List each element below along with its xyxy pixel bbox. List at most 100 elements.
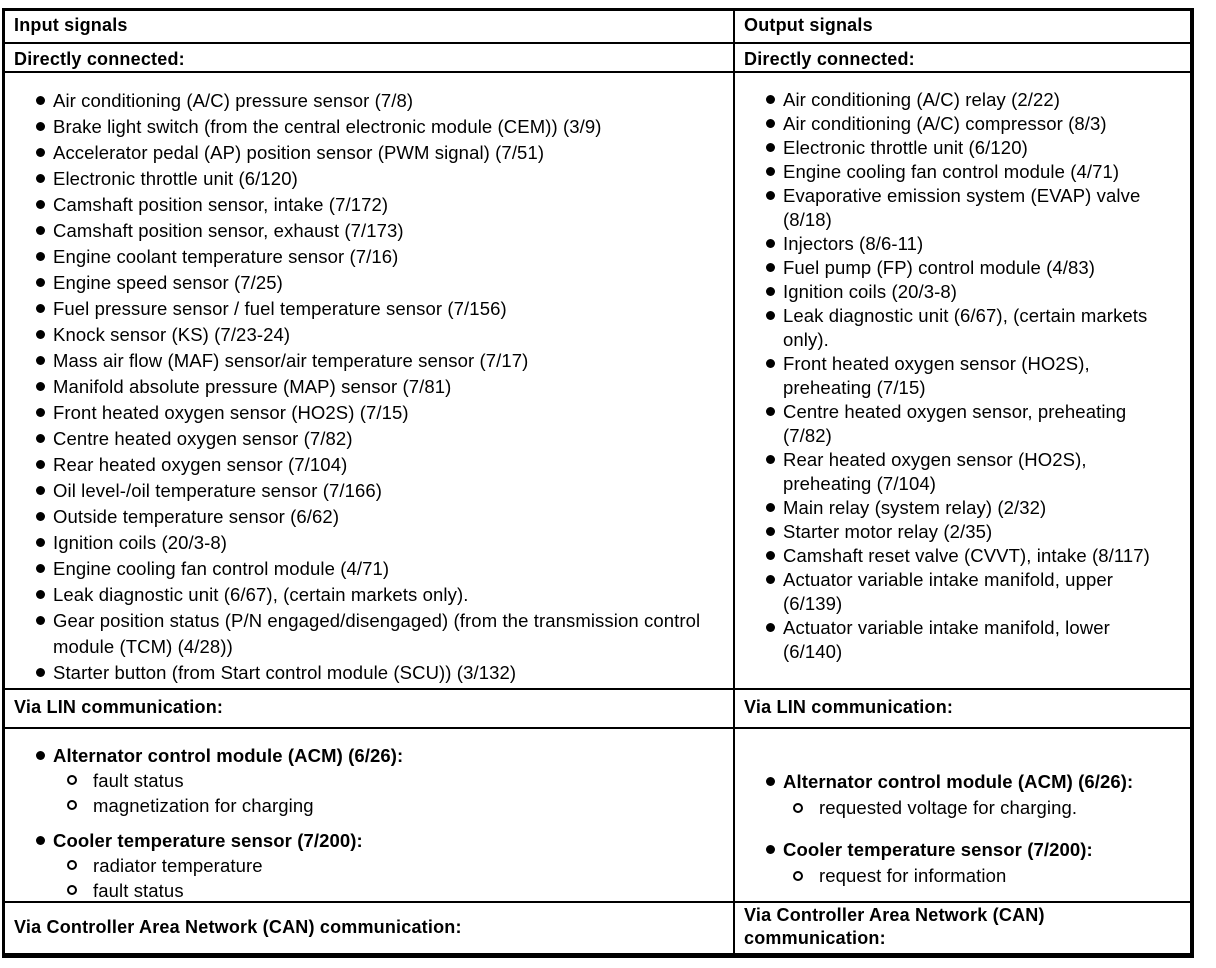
output-directly-connected-label: Directly connected: xyxy=(735,44,1190,73)
lin-sub-text: fault status xyxy=(93,770,184,791)
signal-text: Front heated oxygen sensor (HO2S), prehe… xyxy=(783,353,1090,398)
lin-sub-item: request for information xyxy=(793,863,1170,889)
bullet-icon xyxy=(36,252,45,261)
signal-text: Ignition coils (20/3-8) xyxy=(783,281,958,302)
output-lin-cell: Alternator control module (ACM) (6/26): r… xyxy=(735,729,1190,903)
output-lin-label: Via LIN communication: xyxy=(735,690,1190,729)
signal-text: Fuel pump (FP) control module (4/83) xyxy=(783,257,1096,278)
lin-sub-item: magnetization for charging xyxy=(67,793,713,818)
signal-item: Air conditioning (A/C) pressure sensor (… xyxy=(36,88,709,114)
signal-item: Air conditioning (A/C) relay (2/22) xyxy=(766,88,1174,112)
bullet-icon xyxy=(766,263,775,272)
bullet-icon xyxy=(766,575,775,584)
signal-item: Fuel pump (FP) control module (4/83) xyxy=(766,256,1174,280)
signal-text: Camshaft reset valve (CVVT), intake (8/1… xyxy=(783,545,1150,566)
signal-text: Rear heated oxygen sensor (HO2S), prehea… xyxy=(783,449,1087,494)
lin-sub-text: requested voltage for charging. xyxy=(819,797,1078,818)
signal-item: Manifold absolute pressure (MAP) sensor … xyxy=(36,374,709,400)
bullet-icon xyxy=(766,503,775,512)
signal-item: Mass air flow (MAF) sensor/air temperatu… xyxy=(36,348,709,374)
bullet-icon xyxy=(36,122,45,131)
bullet-icon xyxy=(766,239,775,248)
signal-text: Centre heated oxygen sensor (7/82) xyxy=(53,428,353,449)
lin-sub-list: radiator temperature fault status xyxy=(53,853,713,901)
input-signal-list: Air conditioning (A/C) pressure sensor (… xyxy=(5,73,733,686)
signal-item: Actuator variable intake manifold, upper… xyxy=(766,568,1174,616)
bullet-icon xyxy=(36,460,45,469)
signal-text: Leak diagnostic unit (6/67), (certain ma… xyxy=(53,584,469,605)
signal-text: Gear position status (P/N engaged/diseng… xyxy=(53,610,701,657)
bullet-icon xyxy=(766,845,775,854)
lin-group: Cooler temperature sensor (7/200): radiat… xyxy=(36,828,713,901)
signal-item: Actuator variable intake manifold, lower… xyxy=(766,616,1174,664)
signal-item: Oil level-/oil temperature sensor (7/166… xyxy=(36,478,709,504)
signal-item: Fuel pressure sensor / fuel temperature … xyxy=(36,296,709,322)
lin-sub-text: radiator temperature xyxy=(93,855,263,876)
signal-item: Engine cooling fan control module (4/71) xyxy=(36,556,709,582)
signal-text: Electronic throttle unit (6/120) xyxy=(783,137,1028,158)
input-lin-cell: Alternator control module (ACM) (6/26): f… xyxy=(5,729,735,903)
signal-text: Engine cooling fan control module (4/71) xyxy=(53,558,390,579)
lin-sub-item: radiator temperature xyxy=(67,853,713,878)
signal-item: Camshaft reset valve (CVVT), intake (8/1… xyxy=(766,544,1174,568)
signal-item: Leak diagnostic unit (6/67), (certain ma… xyxy=(36,582,709,608)
bullet-icon xyxy=(766,95,775,104)
signal-text: Engine cooling fan control module (4/71) xyxy=(783,161,1120,182)
output-can-label: Via Controller Area Network (CAN) commun… xyxy=(744,905,1045,948)
lin-sub-text: fault status xyxy=(93,880,184,901)
signal-item: Gear position status (P/N engaged/diseng… xyxy=(36,608,709,660)
signal-item: Ignition coils (20/3-8) xyxy=(766,280,1174,304)
signal-text: Evaporative emission system (EVAP) valve… xyxy=(783,185,1141,230)
bullet-icon xyxy=(36,278,45,287)
lin-sub-item: requested voltage for charging. xyxy=(793,795,1170,821)
bullet-icon xyxy=(766,311,775,320)
signal-text: Air conditioning (A/C) compressor (8/3) xyxy=(783,113,1107,134)
signal-text: Centre heated oxygen sensor, preheating … xyxy=(783,401,1127,446)
signal-item: Knock sensor (KS) (7/23-24) xyxy=(36,322,709,348)
signal-item: Electronic throttle unit (6/120) xyxy=(766,136,1174,160)
lin-group-title: Alternator control module (ACM) (6/26): xyxy=(783,771,1134,792)
signal-item: Engine cooling fan control module (4/71) xyxy=(766,160,1174,184)
signal-text: Injectors (8/6-11) xyxy=(783,233,924,254)
bullet-icon xyxy=(36,304,45,313)
bullet-icon xyxy=(36,512,45,521)
signal-item: Front heated oxygen sensor (HO2S), prehe… xyxy=(766,352,1174,400)
signal-text: Mass air flow (MAF) sensor/air temperatu… xyxy=(53,350,529,371)
signal-item: Outside temperature sensor (6/62) xyxy=(36,504,709,530)
bullet-icon xyxy=(36,564,45,573)
lin-group-title: Cooler temperature sensor (7/200): xyxy=(783,839,1093,860)
lin-group: Alternator control module (ACM) (6/26): f… xyxy=(36,743,713,818)
lin-sub-item: fault status xyxy=(67,878,713,901)
signal-item: Injectors (8/6-11) xyxy=(766,232,1174,256)
bullet-icon xyxy=(766,143,775,152)
lin-sub-text: request for information xyxy=(819,865,1007,886)
bullet-icon xyxy=(36,836,45,845)
signal-text: Main relay (system relay) (2/32) xyxy=(783,497,1047,518)
bullet-icon xyxy=(36,200,45,209)
open-circle-icon xyxy=(793,803,803,813)
signal-text: Actuator variable intake manifold, upper… xyxy=(783,569,1113,614)
bullet-icon xyxy=(36,330,45,339)
signal-text: Rear heated oxygen sensor (7/104) xyxy=(53,454,348,475)
bullet-icon xyxy=(36,751,45,760)
input-directly-connected-label: Directly connected: xyxy=(5,44,735,73)
lin-group-title: Alternator control module (ACM) (6/26): xyxy=(53,745,404,766)
lin-sub-text: magnetization for charging xyxy=(93,795,314,816)
signal-text: Accelerator pedal (AP) position sensor (… xyxy=(53,142,545,163)
input-lin-label: Via LIN communication: xyxy=(5,690,735,729)
bullet-icon xyxy=(36,382,45,391)
bullet-icon xyxy=(766,777,775,786)
bullet-icon xyxy=(36,226,45,235)
signal-item: Accelerator pedal (AP) position sensor (… xyxy=(36,140,709,166)
signal-item: Camshaft position sensor, exhaust (7/173… xyxy=(36,218,709,244)
signal-text: Manifold absolute pressure (MAP) sensor … xyxy=(53,376,452,397)
signal-item: Rear heated oxygen sensor (HO2S), prehea… xyxy=(766,448,1174,496)
bullet-icon xyxy=(36,538,45,547)
signal-item: Ignition coils (20/3-8) xyxy=(36,530,709,556)
lin-sub-item: fault status xyxy=(67,768,713,793)
bullet-icon xyxy=(36,148,45,157)
signal-item: Camshaft position sensor, intake (7/172) xyxy=(36,192,709,218)
input-can-label: Via Controller Area Network (CAN) commun… xyxy=(5,903,735,953)
signal-text: Actuator variable intake manifold, lower… xyxy=(783,617,1110,662)
open-circle-icon xyxy=(67,800,77,810)
